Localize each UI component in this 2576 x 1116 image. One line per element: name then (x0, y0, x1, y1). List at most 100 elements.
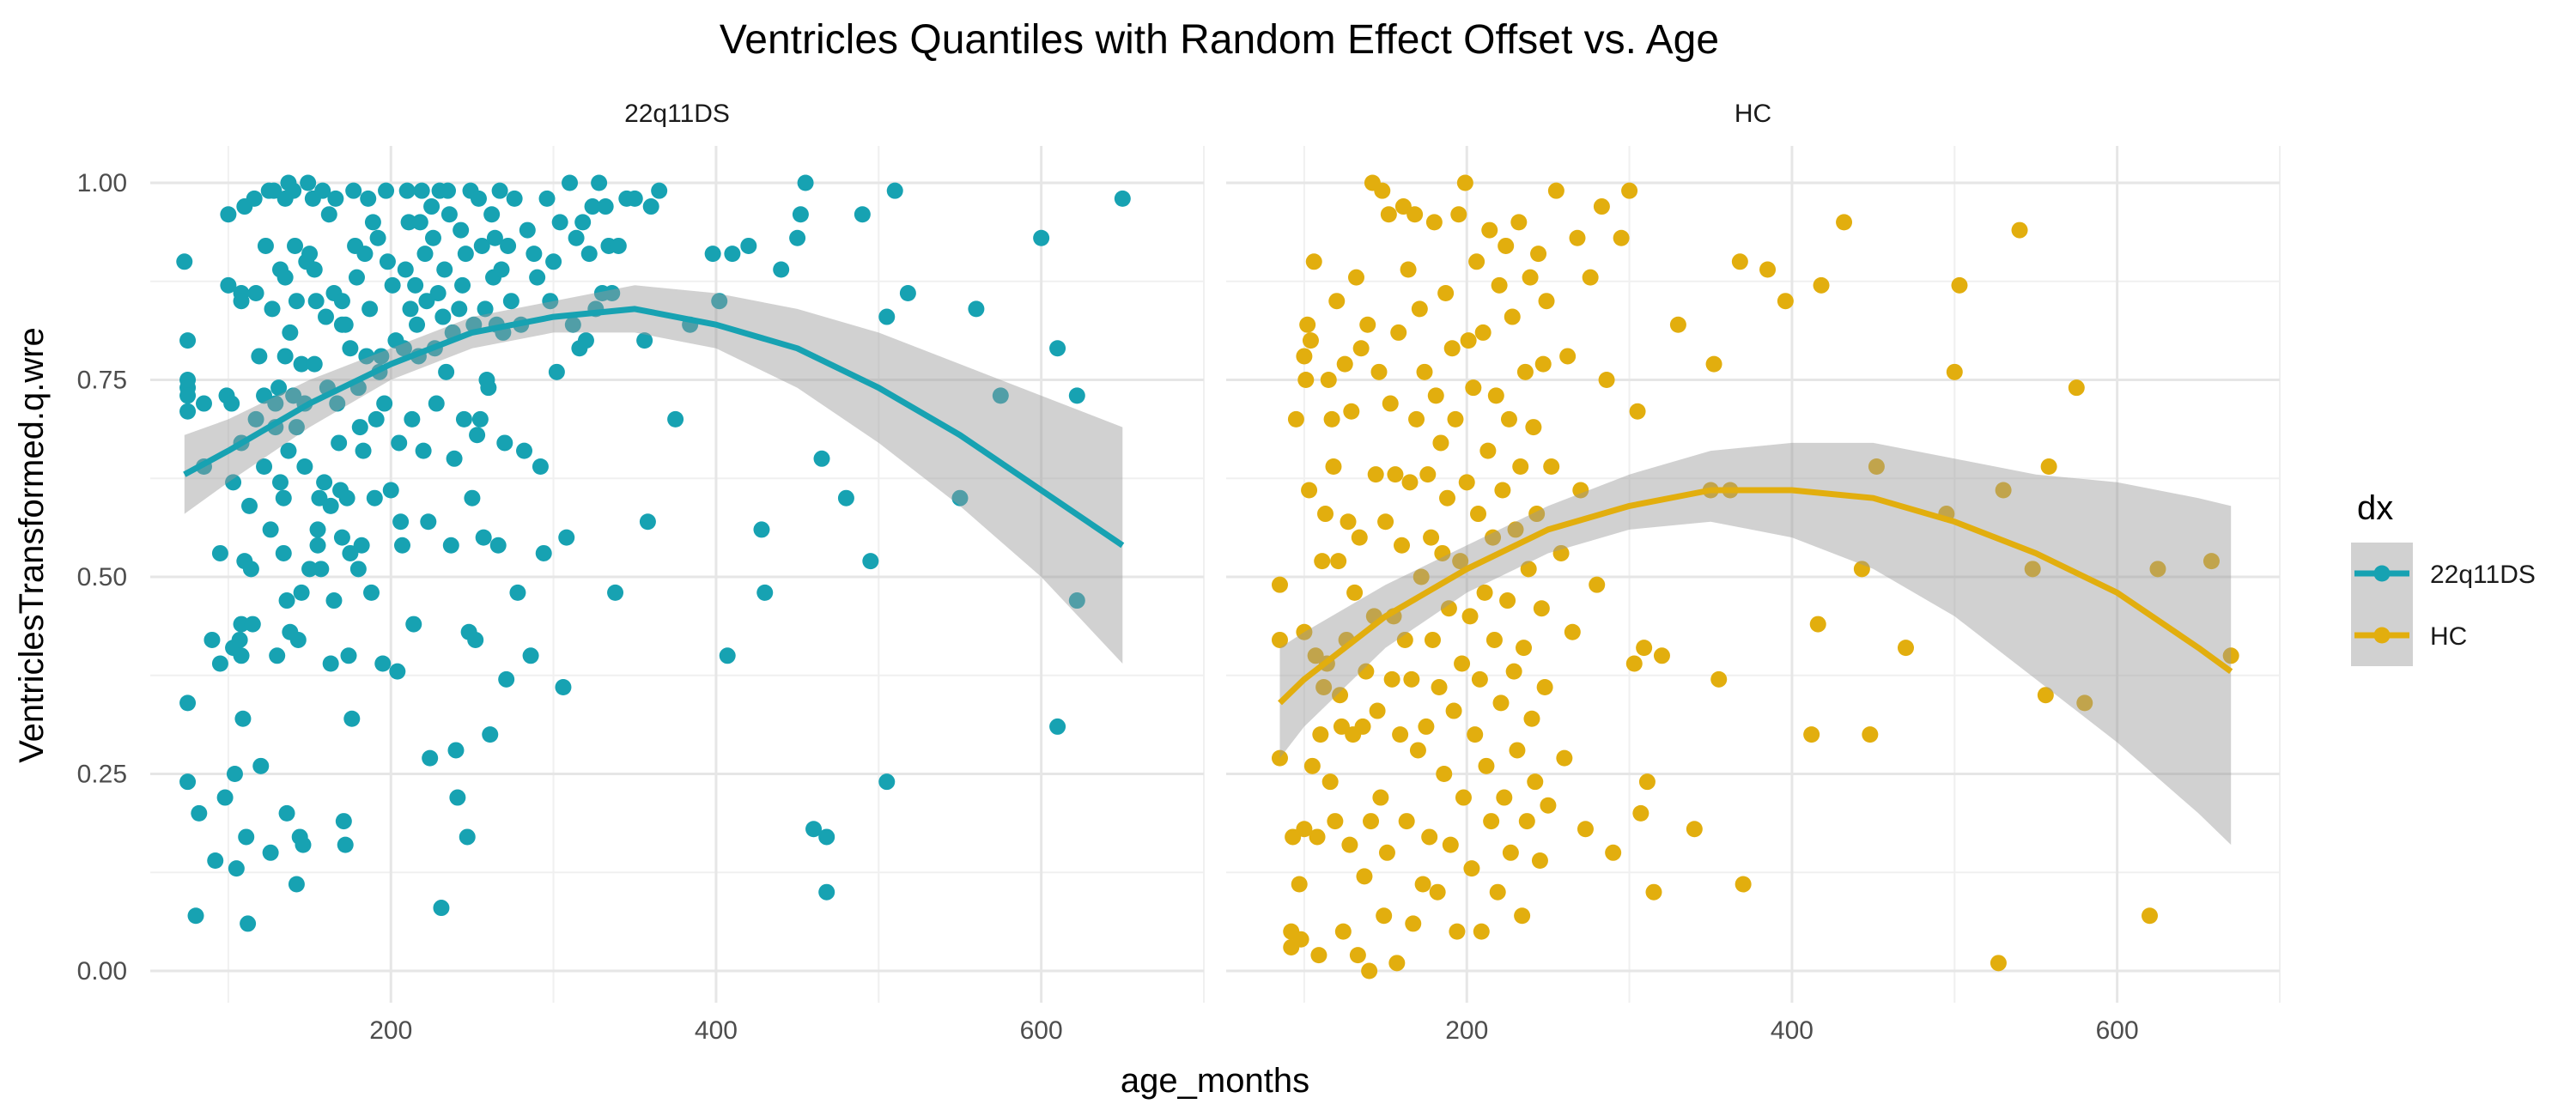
data-point (293, 584, 310, 601)
data-point (207, 852, 224, 869)
data-point (651, 182, 668, 199)
data-point (535, 544, 552, 561)
data-point (1536, 679, 1553, 696)
data-point (333, 293, 350, 310)
data-point (337, 316, 354, 333)
data-point (1509, 742, 1526, 759)
data-point (1387, 466, 1404, 483)
data-point (306, 355, 323, 373)
data-point (711, 293, 728, 310)
data-point (1613, 229, 1630, 246)
fit-line (1278, 487, 2233, 706)
data-point (1443, 340, 1461, 357)
data-point (574, 214, 592, 231)
data-point (1598, 372, 1615, 388)
data-point (373, 348, 390, 365)
data-point (1489, 883, 1506, 901)
legend: dx 22q11DS HC (2351, 489, 2536, 666)
data-point (1494, 482, 1511, 499)
data-point (1450, 206, 1467, 223)
data-point (428, 395, 445, 412)
data-point (1114, 190, 1131, 207)
data-point (415, 442, 432, 459)
data-point (423, 198, 440, 215)
data-point (1686, 821, 1703, 838)
data-point (306, 261, 323, 278)
data-point (438, 363, 455, 380)
data-point (322, 497, 339, 514)
data-point (446, 450, 463, 467)
data-point (591, 174, 608, 191)
x-tick-label: 600 (2096, 1016, 2139, 1045)
data-point (433, 900, 450, 917)
data-point (1621, 182, 1638, 199)
data-point (1559, 348, 1577, 365)
data-point (256, 458, 273, 475)
data-point (968, 300, 985, 318)
data-point (356, 246, 374, 263)
data-point (1803, 726, 1820, 743)
data-point (1312, 726, 1329, 743)
data-point (1951, 276, 1968, 294)
data-point (1427, 387, 1444, 404)
data-point (1401, 474, 1419, 491)
data-point (1897, 640, 1914, 657)
data-point (1473, 923, 1490, 940)
data-point (1439, 489, 1456, 506)
data-point (282, 324, 299, 341)
data-point (409, 316, 426, 333)
data-point (211, 655, 228, 672)
data-point (363, 584, 380, 601)
data-point (1309, 828, 1326, 846)
data-point (1425, 214, 1443, 231)
data-point (420, 513, 437, 531)
data-point (1868, 458, 1885, 475)
data-point (1492, 694, 1510, 712)
data-point (486, 229, 503, 246)
data-point (538, 190, 556, 207)
data-point (384, 276, 401, 294)
data-point (247, 410, 264, 428)
data-point (351, 419, 368, 436)
data-point (451, 300, 468, 318)
data-point (604, 285, 621, 302)
data-point (244, 616, 261, 633)
data-point (469, 427, 486, 444)
data-point (295, 836, 312, 853)
data-point (267, 395, 284, 412)
chart-title: Ventricles Quantiles with Random Effect … (720, 17, 1719, 63)
data-point (1314, 553, 1331, 570)
data-point (1625, 655, 1643, 672)
data-point (1478, 757, 1495, 774)
data-point (1285, 828, 1302, 846)
data-point (1408, 410, 1425, 428)
data-point (1302, 332, 1319, 349)
data-point (405, 616, 422, 633)
data-point (1449, 923, 1466, 940)
data-point (1452, 553, 1469, 570)
data-point (226, 766, 243, 782)
data-point (1534, 355, 1552, 373)
data-point (374, 655, 392, 672)
data-point (1317, 506, 1334, 523)
data-point (1394, 537, 1410, 554)
data-point (225, 474, 242, 491)
data-point (2142, 907, 2159, 925)
data-point (1380, 206, 1397, 223)
data-point (1456, 174, 1473, 191)
data-point (358, 348, 375, 365)
x-axis-title: age_months (1121, 1062, 1309, 1100)
data-point (278, 592, 295, 610)
data-point (1297, 372, 1315, 388)
data-point (636, 332, 653, 349)
data-point (289, 631, 307, 648)
data-point (992, 387, 1009, 404)
data-point (818, 828, 835, 846)
y-tick-label: 0.25 (77, 761, 127, 789)
data-point (335, 813, 352, 830)
data-point (1512, 458, 1529, 475)
data-point (584, 198, 601, 215)
data-point (179, 694, 197, 712)
data-point (1589, 576, 1606, 593)
data-point (724, 246, 741, 263)
